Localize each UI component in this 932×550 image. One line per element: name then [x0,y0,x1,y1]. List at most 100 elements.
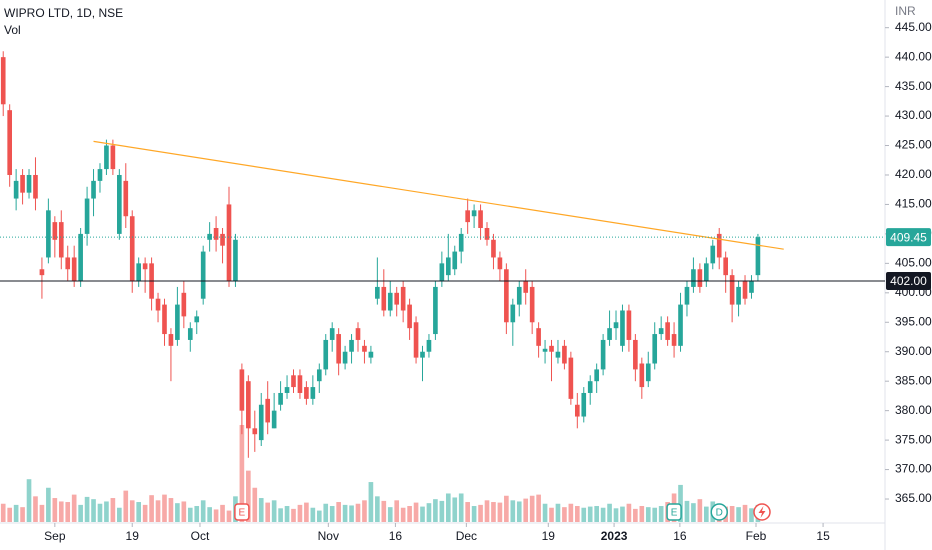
volume-bar [407,506,412,522]
volume-bar [381,500,387,522]
event-label: D [716,508,723,519]
x-tick-label: 2023 [601,529,628,543]
candle-body [607,328,612,340]
candle-body [594,369,599,382]
last-price-label: 409.45 [890,230,927,244]
volume-bar [362,500,367,522]
volume-bar [484,500,490,522]
candle-body [639,363,645,388]
candle-body [207,233,212,240]
volume-bar [91,499,96,522]
volume-bar [594,506,599,522]
x-tick-label: 16 [389,529,403,543]
event-label: E [239,508,246,519]
candle-body [362,345,367,352]
volume-bar [749,508,754,522]
candle-body [304,387,309,399]
volume-bar [117,507,122,522]
candle-body [684,286,690,305]
candle-body [426,339,432,352]
volume-bar [704,506,709,522]
volume-bar [471,506,477,522]
volume-bar [465,502,470,522]
candle-body [400,286,406,311]
volume-bar [562,507,567,522]
volume-bar [110,498,116,522]
candle-body [716,233,722,258]
candle-body [723,257,728,276]
volume-bar [697,499,703,522]
candle-body [587,381,593,393]
candle-body [58,222,64,258]
volume-bar [291,508,296,522]
volume-bar [284,506,290,522]
candle-body [123,180,129,217]
candle-body [749,281,754,293]
candle-body [20,174,25,193]
volume-bar [497,502,503,522]
x-tick-label: Dec [456,529,477,543]
candle-body [549,345,554,352]
volume-bar [729,506,735,522]
volume-bar [71,494,77,522]
candle-body [175,304,180,340]
volume-bar [400,507,406,522]
volume-bar [478,504,483,522]
candle-body [704,263,709,282]
y-tick-label: 430.00 [895,108,932,122]
candle-body [181,292,187,317]
volume-bar [297,504,303,522]
y-tick-label: 390.00 [895,344,932,358]
candle-body [271,410,277,429]
candle-body [510,304,516,323]
candle-body [439,263,445,282]
candle-body [246,381,251,429]
candle-body [136,263,142,282]
flash-icon[interactable] [753,503,771,521]
candle-body [71,257,77,282]
candle-body [258,404,264,441]
volume-bar [162,494,167,522]
volume-bar [620,506,625,522]
volume-bar [542,503,548,522]
volume-bar [316,510,322,522]
volume-bar [7,507,12,522]
candle-body [504,269,509,323]
candle-body [97,169,103,181]
volume-bar [355,503,361,522]
volume-bar [65,502,71,522]
volume-bar [581,507,587,522]
candle-body [736,286,741,305]
candle-body [742,281,748,299]
x-tick-label: 15 [816,529,830,543]
x-tick-label: Nov [318,529,339,543]
volume-bar [387,507,393,522]
candle-body [0,57,6,105]
volume-bar [439,500,445,522]
volume-bar [136,502,142,522]
flash-glyph[interactable] [758,506,766,518]
volume-bar [626,503,632,522]
volume-bar [20,507,25,522]
volume-bar [207,507,212,522]
candle-body [168,334,174,346]
volume-bar [26,479,32,522]
candle-body [497,257,503,270]
volume-bar [458,493,464,522]
volume-bar [413,502,419,522]
x-tick-label: Feb [746,529,767,543]
volume-bar [329,506,335,522]
volume-bar [46,487,51,522]
volume-bar [639,506,645,522]
volume-bar [33,496,38,522]
volume-bar [58,501,64,522]
candle-body [46,210,51,258]
volume-bar [678,484,683,522]
event-marker [666,503,682,521]
candle-body [710,245,716,264]
y-tick-label: 375.00 [895,432,932,446]
volume-bar [97,503,103,522]
candle-body [329,328,335,340]
x-tick-label: 16 [673,529,687,543]
candle-body [458,233,464,252]
